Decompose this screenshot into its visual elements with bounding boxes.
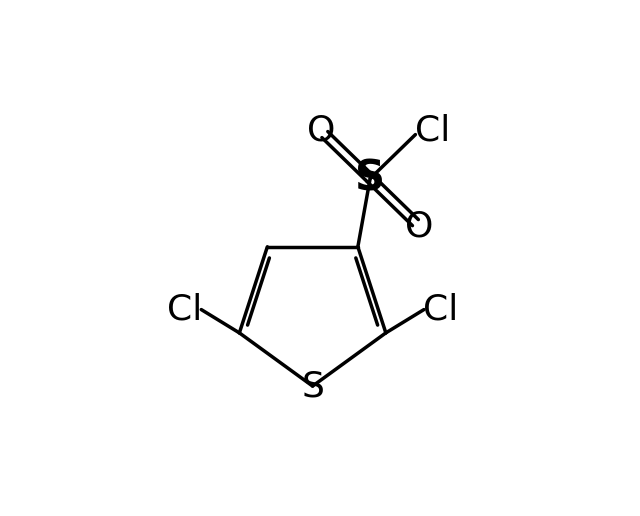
Text: Cl: Cl: [423, 293, 458, 327]
Text: Cl: Cl: [415, 114, 450, 148]
Text: O: O: [307, 114, 335, 148]
Text: S: S: [355, 157, 385, 200]
Text: S: S: [301, 369, 324, 403]
Text: O: O: [405, 209, 433, 244]
Text: Cl: Cl: [166, 293, 202, 327]
